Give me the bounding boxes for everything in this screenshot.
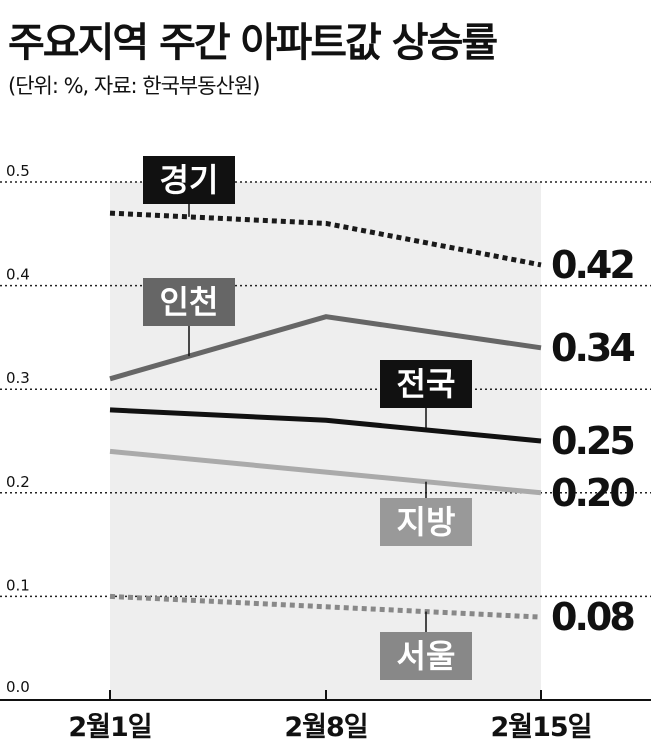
series-badge-label: 경기: [160, 161, 219, 199]
y-tick-label: 0.1: [6, 576, 30, 594]
series-line-서울: [109, 593, 542, 620]
series-line-지방: [109, 448, 542, 496]
y-tick-label: 0.4: [6, 266, 30, 284]
plot-area-shade: [110, 182, 541, 700]
end-value-label: 0.25: [551, 419, 633, 463]
end-value-label: 0.42: [551, 243, 633, 287]
series-badge: [380, 632, 472, 680]
series-badge: [143, 156, 235, 204]
series-badge-label: 서울: [397, 637, 456, 675]
end-value-label: 0.20: [551, 471, 634, 515]
series-badge-label: 전국: [397, 365, 456, 403]
series-line-전국: [109, 407, 542, 444]
series-badge: [380, 498, 472, 546]
y-tick-label: 0.3: [6, 369, 30, 387]
x-tick-label: 2월15일: [490, 712, 591, 743]
y-tick-label: 0.2: [6, 473, 30, 491]
series-badge: [143, 278, 235, 326]
series-line-인천: [109, 314, 542, 382]
series-badge: [380, 360, 472, 408]
series-line-경기: [109, 210, 542, 268]
y-tick-label: 0.0: [6, 678, 30, 696]
series-badge-label: 지방: [397, 503, 456, 541]
end-value-label: 0.08: [551, 595, 634, 639]
chart-subtitle: (단위: %, 자료: 한국부동산원): [8, 74, 260, 98]
chart-title: 주요지역 주간 아파트값 상승률: [8, 20, 498, 66]
series-badge-label: 인천: [160, 283, 219, 321]
x-tick-label: 2월1일: [68, 712, 151, 743]
x-tick-label: 2월8일: [284, 712, 367, 743]
end-value-label: 0.34: [551, 326, 634, 370]
y-tick-label: 0.5: [6, 162, 30, 180]
